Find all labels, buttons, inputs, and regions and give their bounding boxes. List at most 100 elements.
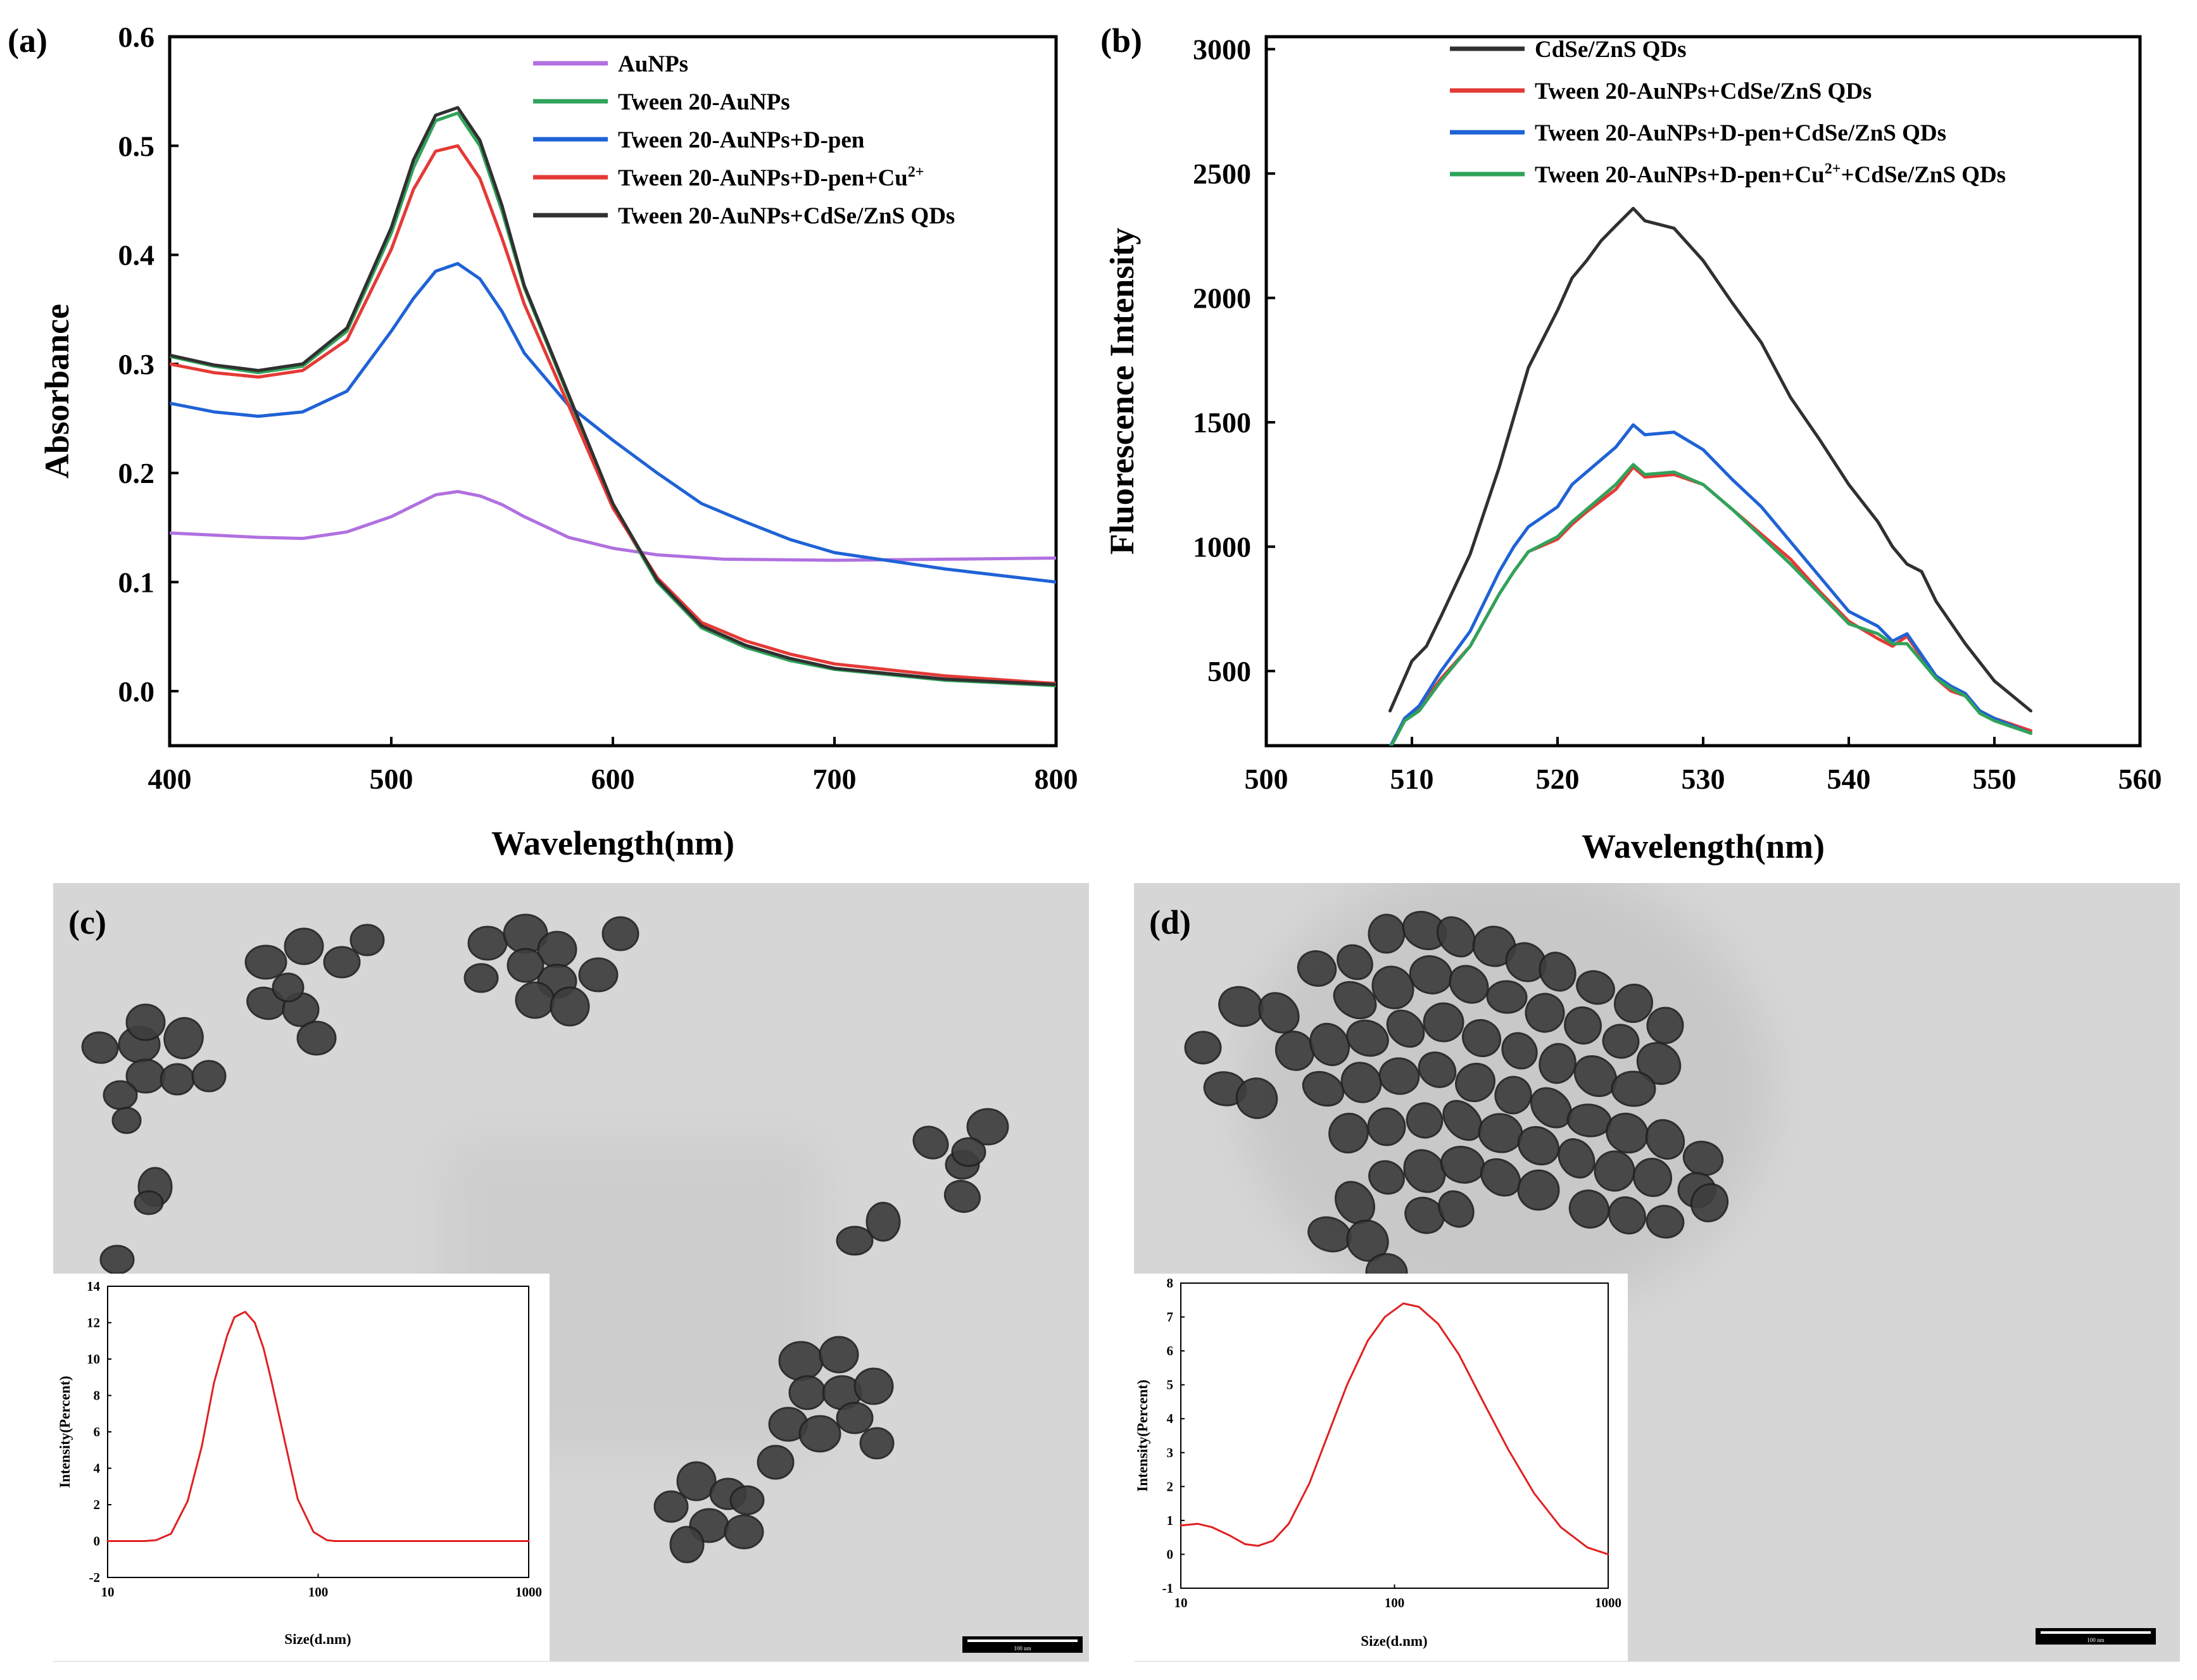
x-tick-label: 1000 — [1595, 1595, 1621, 1610]
nanoparticle — [1461, 1019, 1502, 1058]
y-tick-label: 5 — [1167, 1377, 1174, 1393]
nanoparticle — [1690, 1183, 1729, 1222]
y-tick-label: 4 — [94, 1461, 101, 1476]
nanoparticle — [1346, 1019, 1389, 1057]
nanoparticle — [1525, 993, 1565, 1033]
y-axis-label: Fluorescence Intensity — [1103, 228, 1141, 555]
nanoparticle — [284, 927, 324, 965]
nanoparticle — [1449, 965, 1489, 1004]
y-axis-label: Absorbance — [38, 304, 76, 479]
nanoparticle — [99, 1244, 135, 1275]
x-tick-label: 530 — [1682, 763, 1725, 795]
nanoparticle — [798, 1415, 841, 1453]
legend-label-4: Tween 20-AuNPs+D-pen+Cu2++CdSe/ZnS QDs — [1535, 161, 2006, 188]
nanoparticle — [1418, 1051, 1457, 1088]
y-tick-label: 0.1 — [118, 567, 155, 599]
nanoparticle — [349, 924, 385, 956]
nanoparticle — [1455, 1062, 1495, 1103]
nanoparticle — [1340, 1062, 1382, 1103]
y-tick-label: 7 — [1167, 1310, 1174, 1325]
nanoparticle — [653, 1490, 689, 1523]
nanoparticle-cluster — [1184, 910, 1729, 1292]
nanoparticle — [757, 1445, 795, 1480]
series-line-1 — [1388, 206, 2032, 713]
x-tick-label: 400 — [148, 763, 192, 795]
x-tick-label: 1000 — [515, 1584, 542, 1600]
dls-inset-d — [1134, 1274, 1628, 1661]
nanoparticle-cluster — [81, 913, 1009, 1564]
scale-bar-box — [2036, 1628, 2156, 1645]
nanoparticle — [1480, 1158, 1521, 1197]
series-line-1 — [170, 490, 1056, 562]
nanoparticle — [1438, 1190, 1475, 1228]
nanoparticle — [1608, 1196, 1646, 1235]
series-line-1 — [1180, 1302, 1609, 1555]
inset-axis-ticks: 10 100 1000 -1 0 1 2 3 4 5 6 7 8 — [1162, 1276, 1622, 1610]
x-tick-label: 520 — [1536, 763, 1580, 795]
inset-y-label: Intensity(Percent) — [1135, 1379, 1150, 1491]
legend: CdSe/ZnS QDs Tween 20-AuNPs+CdSe/ZnS QDs T… — [1450, 37, 2006, 188]
nanoparticle — [537, 931, 577, 969]
series-lines — [170, 106, 1056, 687]
nanoparticle — [866, 1201, 901, 1242]
nanoparticle — [1486, 980, 1528, 1014]
nanoparticle — [1436, 916, 1476, 958]
nanoparticle — [191, 1060, 227, 1093]
nanoparticle — [578, 957, 619, 993]
nanoparticle — [1368, 1160, 1405, 1195]
nanoparticle — [103, 1080, 138, 1110]
y-tick-label: 2500 — [1193, 158, 1251, 190]
nanoparticle — [296, 1020, 337, 1056]
fluorescence-chart: (b) 500 510 520 530 540 550 560 500 1000 1500 2000… — [1100, 22, 2162, 865]
nanoparticle — [81, 1031, 119, 1064]
y-tick-label: 0.6 — [118, 21, 155, 53]
legend-label-1: CdSe/ZnS QDs — [1535, 37, 1687, 63]
nanoparticle — [966, 1108, 1009, 1146]
legend-label-4: Tween 20-AuNPs+D-pen+Cu2+ — [618, 164, 924, 191]
legend-label-3: Tween 20-AuNPs+D-pen — [618, 127, 865, 153]
nanoparticle — [724, 1514, 764, 1550]
nanoparticle — [1539, 951, 1577, 992]
nanoparticle — [515, 981, 555, 1019]
nanoparticle — [1442, 1100, 1483, 1141]
nanoparticle — [1613, 983, 1654, 1024]
nanoparticle — [676, 1461, 717, 1501]
inset-axis-ticks: 10 100 1000 -2 0 2 4 6 8 10 12 14 — [87, 1279, 542, 1600]
nanoparticle — [601, 916, 639, 951]
series-line-3 — [1388, 423, 2032, 746]
nanoparticle — [1328, 1112, 1369, 1154]
nanoparticle — [550, 986, 590, 1027]
nanoparticle — [853, 1367, 894, 1405]
series-line-5 — [170, 106, 1056, 686]
y-tick-label: 6 — [1167, 1343, 1174, 1358]
x-tick-label: 800 — [1035, 763, 1078, 795]
y-tick-label: 2 — [94, 1497, 101, 1512]
nanoparticle — [1602, 1024, 1640, 1059]
x-tick-label: 500 — [1245, 763, 1288, 795]
scale-bar-label: 100 nm — [2087, 1637, 2104, 1643]
legend-label-3: Tween 20-AuNPs+D-pen+CdSe/ZnS QDs — [1535, 120, 1946, 146]
y-tick-label: 1500 — [1193, 406, 1251, 439]
y-tick-label: 500 — [1207, 655, 1251, 687]
legend-label-5: Tween 20-AuNPs+CdSe/ZnS QDs — [618, 203, 955, 229]
nanoparticle — [729, 1485, 765, 1515]
x-tick-label: 10 — [1174, 1595, 1188, 1610]
y-tick-label: 0 — [94, 1534, 101, 1549]
nanoparticle — [1386, 1009, 1425, 1048]
nanoparticle — [912, 1125, 949, 1160]
scale-bar-label: 100 nm — [1014, 1645, 1031, 1652]
x-tick-label: 550 — [1973, 763, 2017, 795]
nanoparticle — [1403, 1149, 1446, 1193]
x-tick-label: 560 — [2118, 763, 2162, 795]
x-axis-label: Wavelength(nm) — [1582, 827, 1825, 865]
x-tick-label: 540 — [1827, 763, 1871, 795]
y-tick-label: 0.4 — [118, 239, 155, 272]
nanoparticle — [467, 925, 508, 961]
nanoparticle — [244, 944, 287, 980]
y-tick-label: 2000 — [1193, 282, 1251, 315]
x-tick-label: 700 — [813, 763, 857, 795]
nanoparticle — [788, 1375, 826, 1410]
nanoparticle — [134, 1190, 164, 1215]
nanoparticle — [463, 963, 499, 993]
scale-bar-box — [962, 1636, 1083, 1653]
